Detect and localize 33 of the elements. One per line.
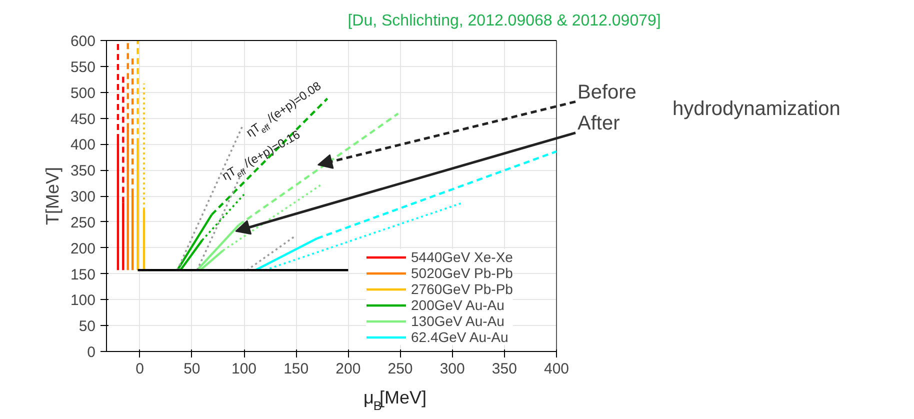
legend-label: 5020GeV Pb-Pb	[411, 265, 513, 281]
x-tick-label: 150	[284, 360, 309, 378]
y-tick-label: 300	[70, 188, 96, 206]
x-tick-label: 0	[136, 360, 144, 378]
x-tick-label: 50	[184, 360, 200, 378]
y-tick-label: 100	[70, 292, 96, 310]
legend-label: 5440GeV Xe-Xe	[411, 249, 513, 265]
y-tick-label: 0	[87, 344, 96, 361]
text: hydrodynamization	[672, 98, 840, 120]
y-tick-label: 600	[70, 33, 96, 50]
y-tick-label: 400	[70, 136, 96, 154]
x-tick-label: 250	[388, 360, 413, 378]
y-tick-label: 350	[70, 162, 96, 180]
y-tick-label: 450	[70, 110, 96, 128]
legend-label: 62.4GeV Au-Au	[411, 329, 508, 345]
x-tick-label: 100	[231, 360, 257, 378]
x-tick-label: 350	[492, 360, 517, 378]
annotation: Before	[578, 81, 636, 104]
annotation: After	[578, 112, 620, 134]
chart-title: [Du, Schlichting, 2012.09068 & 2012.09079]	[348, 12, 661, 30]
y-tick-label: 200	[70, 240, 96, 258]
y-tick-label: 250	[70, 214, 96, 232]
x-tick-label: 400	[544, 360, 570, 378]
x-tick-label: 200	[336, 360, 361, 378]
legend-label: 200GeV Au-Au	[411, 297, 504, 313]
legend-label: 2760GeV Pb-Pb	[411, 281, 513, 297]
y-axis-title: T[MeV]	[42, 166, 62, 226]
x-tick-label: 300	[440, 360, 465, 378]
y-tick-label: 150	[70, 266, 96, 284]
y-tick-label: 550	[70, 58, 96, 76]
legend-label: 130GeV Au-Au	[411, 313, 504, 329]
y-tick-label: 500	[70, 84, 96, 102]
y-tick-label: 50	[78, 318, 96, 336]
